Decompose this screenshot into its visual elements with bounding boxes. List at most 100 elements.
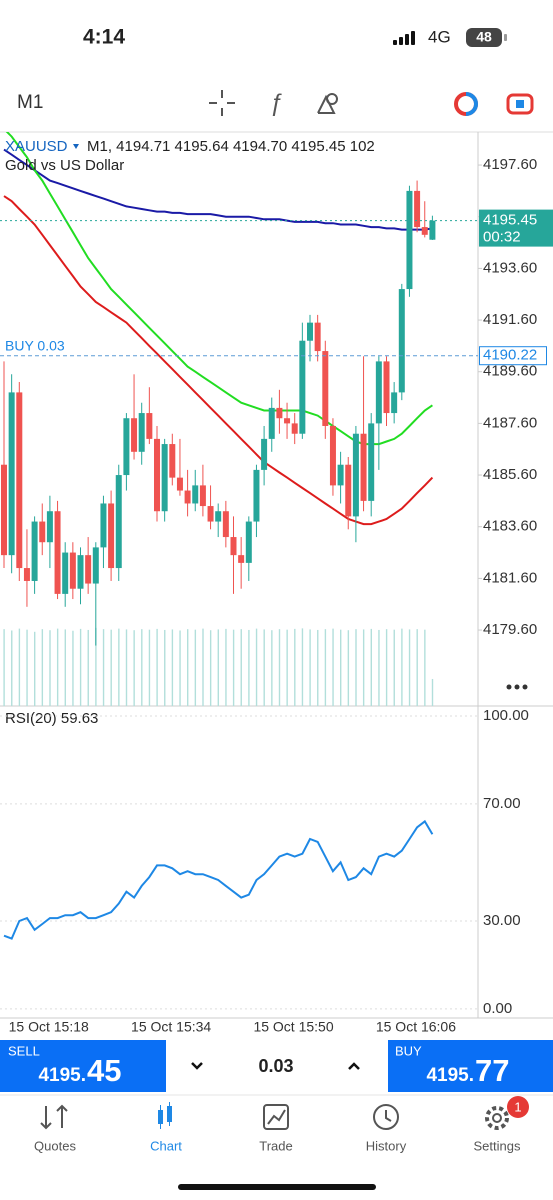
volume-bar [301,628,304,706]
sell-label: SELL [8,1043,40,1058]
volume-bar [156,628,158,706]
badge [507,1096,529,1118]
candle-body [146,413,153,439]
ohlc-header: M1, 4194.71 4195.64 4194.70 4195.45 102 [87,138,375,155]
volume-bar [171,629,174,706]
candle-body [268,407,275,439]
buy-button[interactable] [388,1040,553,1092]
candle-body [77,555,84,589]
quotes-icon[interactable] [40,1104,68,1130]
candle-body [100,503,107,548]
objects-icon[interactable] [317,93,338,114]
volume-bar [355,629,357,706]
badge-count: 1 [514,1099,521,1114]
symbol-description: Gold vs US Dollar [5,157,124,174]
more-icon[interactable] [506,684,528,690]
candle-body [391,392,398,414]
candle-body [398,289,405,393]
volume-bar [401,628,403,706]
candle-body [39,521,46,543]
lot-volume[interactable]: 0.03 [258,1056,293,1076]
volume-bar [378,629,380,706]
y-tick-label: 4183.60 [483,518,537,535]
volume-bar [225,628,227,706]
moving-average [3,148,433,231]
candle-body [108,503,115,569]
volume-bar [34,631,36,706]
buy-price-big: 77 [475,1053,509,1088]
volume-up[interactable] [348,1062,360,1070]
color-icon[interactable] [454,92,478,116]
symbol-dropdown[interactable] [73,144,79,149]
chart-icon[interactable] [158,1102,172,1129]
volume-bar [49,630,51,706]
moving-average [5,132,433,446]
volume-bar [194,629,197,706]
tab-label[interactable]: Quotes [34,1138,76,1153]
y-tick-label: 30.00 [483,912,521,929]
y-tick-label: 4189.60 [483,363,537,380]
volume-bar [424,629,426,706]
candle-body [222,511,229,538]
tab-label[interactable]: Settings [474,1138,521,1153]
moving-average [3,195,434,526]
sell-button[interactable] [0,1040,166,1092]
volume-bar [102,629,105,706]
trade-icon[interactable] [506,93,534,115]
battery-level: 48 [476,29,492,45]
candle-body [138,413,145,452]
candle-body [276,407,283,419]
volume-bar [18,628,21,706]
candle-body [329,425,336,486]
trade-tab-icon[interactable] [263,1104,289,1130]
volume-bar [232,629,235,706]
y-tick-label: 70.00 [483,795,521,812]
volume-bar [118,628,120,706]
y-tick-label: 4181.60 [483,569,537,586]
volume-bar [347,630,350,706]
candle-body [406,190,413,290]
sell-price-main: 4195. [38,1065,86,1086]
y-tick-label: 4193.60 [483,259,537,276]
volume-bar [240,629,242,706]
tab-label[interactable]: Chart [150,1138,182,1153]
tab-label[interactable]: History [366,1138,407,1153]
battery-tip [504,34,507,41]
x-tick-label: 15 Oct 15:34 [131,1019,211,1035]
candle-body [253,469,260,522]
candle-body [169,444,176,478]
volume-bar [317,629,319,706]
candle-body [360,433,367,501]
volume-bar [95,627,97,706]
bar-timer: 00:32 [483,229,521,246]
candle-body [1,464,7,556]
volume-bar [278,629,281,706]
volume-bar [3,629,5,706]
candle-body [154,438,160,512]
volume-bar [179,630,181,706]
candle-body [192,485,199,504]
candle-body [261,438,268,470]
settings-icon[interactable] [485,1106,509,1130]
symbol[interactable]: XAUUSD [5,138,68,155]
y-tick-label: 4179.60 [483,621,537,638]
tab-label[interactable]: Trade [259,1138,292,1153]
volume-down[interactable] [191,1062,203,1070]
candle-body [238,555,245,563]
indicators-icon[interactable]: ƒ [269,89,282,116]
candle-body [314,322,321,352]
candle-body [199,485,206,507]
candle-body [322,351,329,426]
history-icon[interactable] [373,1104,399,1130]
volume-bar [187,629,189,706]
volume-bar [41,629,44,706]
volume-bar [385,629,388,706]
crosshair-icon[interactable] [209,90,235,116]
volume-bar [248,629,250,706]
volume-bar [393,629,395,706]
volume-bar [209,630,212,706]
timeframe[interactable]: M1 [17,92,43,113]
volume-bar [11,630,13,706]
